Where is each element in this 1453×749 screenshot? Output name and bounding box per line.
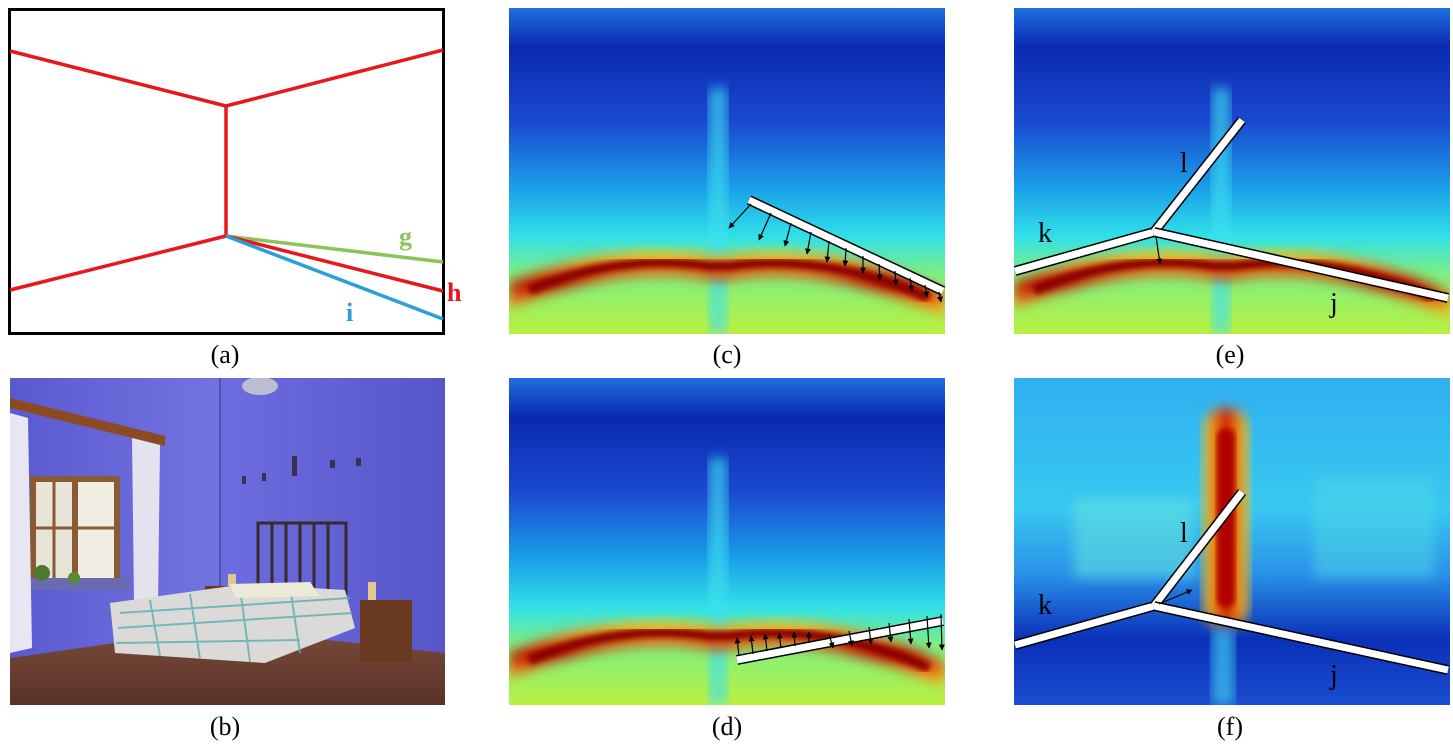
panel-a-schematic: g h i xyxy=(8,8,445,335)
panel-d-heatmap xyxy=(509,378,945,705)
room-edges xyxy=(9,48,444,292)
label-k-e: k xyxy=(1038,218,1052,249)
caption-a: (a) xyxy=(210,340,240,369)
line-h xyxy=(225,234,444,293)
label-k-f: k xyxy=(1038,590,1052,621)
panel-f-heatmap: k l j xyxy=(1014,378,1450,705)
panel-b-room-photo xyxy=(10,378,445,705)
label-j-f: j xyxy=(1330,660,1338,691)
junction-lines xyxy=(1014,116,1450,303)
junction-lines-f xyxy=(1014,488,1450,675)
label-j-e: j xyxy=(1330,288,1338,319)
caption-b: (b) xyxy=(209,712,241,741)
caption-f: (f) xyxy=(1217,712,1243,741)
label-g: g xyxy=(399,222,412,251)
label-h-outer: h xyxy=(447,278,462,307)
label-l-e: l xyxy=(1180,148,1188,179)
line-i xyxy=(225,234,444,321)
panel-c-heatmap xyxy=(509,8,945,334)
lamp-icon xyxy=(242,378,278,395)
gradient-arrows-up xyxy=(734,613,945,657)
panel-e-heatmap: k l j xyxy=(1014,8,1450,334)
caption-d: (d) xyxy=(711,712,743,741)
caption-c: (c) xyxy=(712,340,742,369)
label-l-f: l xyxy=(1180,518,1188,549)
gradient-arrows xyxy=(728,203,943,303)
caption-e: (e) xyxy=(1215,340,1245,369)
label-i: i xyxy=(346,298,354,327)
line-g xyxy=(225,234,444,264)
